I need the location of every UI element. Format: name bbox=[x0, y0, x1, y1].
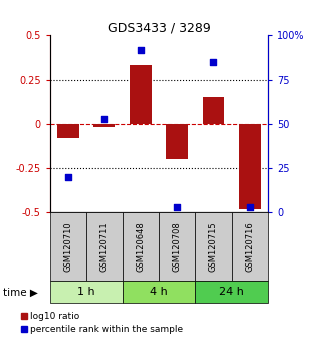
Point bbox=[211, 59, 216, 65]
Bar bbox=[239, 124, 261, 209]
Point bbox=[247, 204, 252, 210]
Text: GSM120715: GSM120715 bbox=[209, 222, 218, 272]
Bar bbox=[203, 97, 224, 124]
Bar bbox=[50, 212, 86, 281]
Text: GSM120648: GSM120648 bbox=[136, 222, 145, 272]
Text: 24 h: 24 h bbox=[219, 287, 244, 297]
Title: GDS3433 / 3289: GDS3433 / 3289 bbox=[108, 21, 210, 34]
Bar bbox=[50, 281, 123, 303]
Bar bbox=[57, 124, 79, 138]
Text: time ▶: time ▶ bbox=[3, 288, 38, 298]
Bar bbox=[159, 212, 195, 281]
Point bbox=[138, 47, 143, 52]
Text: GSM120716: GSM120716 bbox=[245, 222, 254, 272]
Bar bbox=[123, 212, 159, 281]
Bar bbox=[166, 124, 188, 159]
Point bbox=[65, 174, 71, 180]
Bar bbox=[130, 65, 152, 124]
Text: GSM120710: GSM120710 bbox=[64, 222, 73, 272]
Bar bbox=[86, 212, 123, 281]
Bar bbox=[195, 281, 268, 303]
Bar bbox=[195, 212, 232, 281]
Bar bbox=[93, 124, 115, 127]
Text: GSM120711: GSM120711 bbox=[100, 222, 109, 272]
Legend: log10 ratio, percentile rank within the sample: log10 ratio, percentile rank within the … bbox=[21, 313, 184, 334]
Bar bbox=[232, 212, 268, 281]
Text: 1 h: 1 h bbox=[77, 287, 95, 297]
Point bbox=[102, 116, 107, 121]
Bar bbox=[123, 281, 195, 303]
Point bbox=[175, 204, 180, 210]
Text: 4 h: 4 h bbox=[150, 287, 168, 297]
Text: GSM120708: GSM120708 bbox=[173, 222, 182, 272]
